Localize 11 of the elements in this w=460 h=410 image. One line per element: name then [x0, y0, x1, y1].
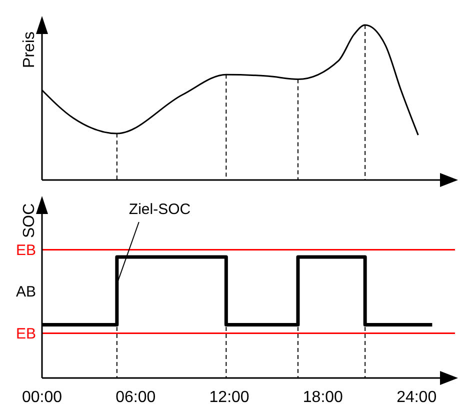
x-tick-label: 06:00: [116, 389, 156, 406]
y-axis-title: Preis: [21, 32, 38, 68]
ref-line-label: EB: [16, 242, 36, 259]
x-tick-label: 24:00: [396, 389, 437, 406]
ref-line-label: EB: [16, 325, 36, 342]
x-tick-label: 00:00: [22, 389, 62, 406]
annotation: Ziel-SOC: [128, 201, 191, 218]
y-axis-title: SOC: [21, 203, 38, 238]
text: AB: [16, 284, 36, 301]
x-tick-label: 18:00: [302, 389, 344, 406]
x-tick-label: 12:00: [209, 389, 250, 406]
